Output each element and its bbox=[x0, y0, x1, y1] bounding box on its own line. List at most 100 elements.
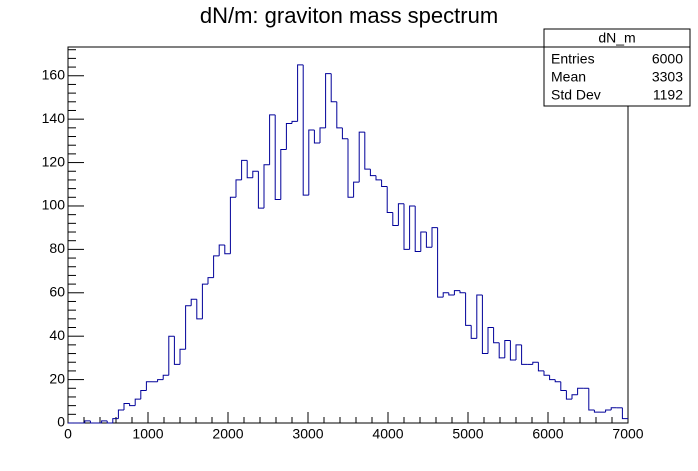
histogram-bin bbox=[134, 398, 141, 406]
histogram-bin bbox=[269, 114, 276, 165]
histogram-bin bbox=[252, 170, 259, 178]
stats-box: dN_m Entries 6000 Mean 3303 Std Dev 1192 bbox=[543, 28, 691, 107]
histogram-bin bbox=[392, 212, 399, 227]
histogram-bin bbox=[112, 418, 119, 423]
histogram-bin bbox=[425, 232, 432, 248]
histogram-bin bbox=[173, 336, 180, 365]
histogram-bin bbox=[409, 205, 416, 250]
histogram-bin bbox=[414, 205, 421, 253]
histogram-bin bbox=[515, 344, 522, 361]
histogram-bin bbox=[481, 294, 488, 355]
histogram-bin bbox=[487, 327, 494, 354]
plot-frame bbox=[67, 46, 629, 424]
histogram-bin bbox=[117, 409, 124, 419]
stats-value: 3303 bbox=[652, 69, 683, 85]
histogram-bin bbox=[190, 298, 197, 306]
histogram-bin bbox=[358, 131, 365, 183]
histogram-bin bbox=[593, 409, 600, 413]
stats-frame bbox=[543, 28, 691, 107]
histogram-bin bbox=[554, 379, 561, 383]
y-tick-label: 120 bbox=[42, 153, 66, 169]
histogram-bin bbox=[403, 203, 410, 250]
histogram-bin bbox=[571, 394, 578, 400]
histogram-bin bbox=[353, 181, 360, 198]
histogram-bin bbox=[291, 120, 298, 124]
histogram-bin bbox=[431, 227, 438, 248]
chart-title: dN/m: graviton mass spectrum bbox=[200, 3, 498, 28]
histogram-bin bbox=[201, 283, 208, 319]
histogram-bin bbox=[106, 420, 113, 424]
histogram-bin bbox=[610, 407, 617, 410]
histogram-bin bbox=[123, 402, 130, 410]
histogram-bin bbox=[453, 290, 460, 295]
histogram-bin bbox=[336, 101, 343, 129]
stats-title: dN_m bbox=[598, 30, 635, 46]
histogram-bin bbox=[313, 130, 320, 144]
histogram-bin bbox=[179, 348, 186, 365]
histogram-bin bbox=[162, 374, 169, 380]
stats-label: Entries bbox=[551, 51, 595, 67]
histogram-bin bbox=[308, 129, 315, 196]
histogram-bin bbox=[381, 179, 388, 187]
x-tick-label: 5000 bbox=[452, 426, 483, 442]
histogram-bin bbox=[504, 340, 511, 358]
histogram-bin bbox=[213, 255, 220, 278]
histogram-bin bbox=[218, 244, 225, 256]
histogram-bin bbox=[470, 325, 477, 339]
histogram-bin bbox=[565, 390, 572, 400]
histogram-bin bbox=[543, 370, 550, 376]
histogram-bin bbox=[207, 277, 214, 285]
y-tick-label: 160 bbox=[42, 66, 66, 82]
histogram-bin bbox=[532, 361, 539, 365]
histogram-bin bbox=[493, 327, 500, 344]
stats-label: Mean bbox=[551, 69, 586, 85]
histogram-bin bbox=[140, 389, 147, 400]
histogram-bin bbox=[129, 403, 136, 407]
x-tick-label: 1000 bbox=[132, 426, 163, 442]
x-tick-label: 4000 bbox=[372, 426, 403, 442]
histogram-bin bbox=[229, 196, 236, 254]
histogram-bin bbox=[476, 294, 483, 339]
histogram-bin bbox=[375, 175, 382, 181]
histogram-bin bbox=[397, 203, 404, 226]
histogram-bin bbox=[224, 245, 231, 255]
histogram-bin bbox=[196, 299, 203, 320]
histogram-bin bbox=[185, 305, 192, 350]
histogram-bin bbox=[157, 379, 164, 382]
y-tick-label: 100 bbox=[42, 197, 66, 213]
y-tick-label: 140 bbox=[42, 110, 66, 126]
histogram-bin bbox=[437, 227, 444, 298]
x-tick-label: 3000 bbox=[292, 426, 323, 442]
histogram-bin bbox=[101, 420, 108, 423]
histogram-bin bbox=[280, 149, 287, 200]
y-tick-label: 80 bbox=[49, 240, 65, 256]
stats-value: 6000 bbox=[652, 51, 683, 67]
histogram-bin bbox=[168, 335, 175, 376]
x-tick-label: 6000 bbox=[532, 426, 563, 442]
histogram-bin bbox=[621, 407, 628, 420]
histogram-bin bbox=[235, 179, 242, 198]
y-tick-label: 60 bbox=[49, 283, 65, 299]
x-tick-label: 2000 bbox=[212, 426, 243, 442]
histogram-bin bbox=[341, 127, 348, 140]
histogram-bin bbox=[145, 381, 152, 391]
histogram-bin bbox=[465, 292, 472, 326]
histogram-bin bbox=[537, 362, 544, 372]
histogram-bin bbox=[325, 73, 332, 128]
stats-value: 1192 bbox=[653, 87, 683, 103]
histogram-bin bbox=[364, 132, 371, 170]
histogram-bin bbox=[448, 292, 455, 296]
x-tick-label: 0 bbox=[64, 426, 72, 442]
histogram-bin bbox=[605, 409, 612, 413]
stats-label: Std Dev bbox=[551, 87, 601, 103]
histogram-bin bbox=[347, 138, 354, 198]
histogram-bin bbox=[442, 292, 449, 298]
histogram-bin bbox=[577, 387, 584, 395]
histogram-bin bbox=[330, 73, 337, 103]
histogram-bin bbox=[84, 420, 91, 423]
histogram-bin bbox=[386, 186, 393, 213]
y-tick-label: 40 bbox=[49, 327, 65, 343]
histogram-bin bbox=[302, 64, 309, 196]
histogram-bin bbox=[549, 375, 556, 381]
